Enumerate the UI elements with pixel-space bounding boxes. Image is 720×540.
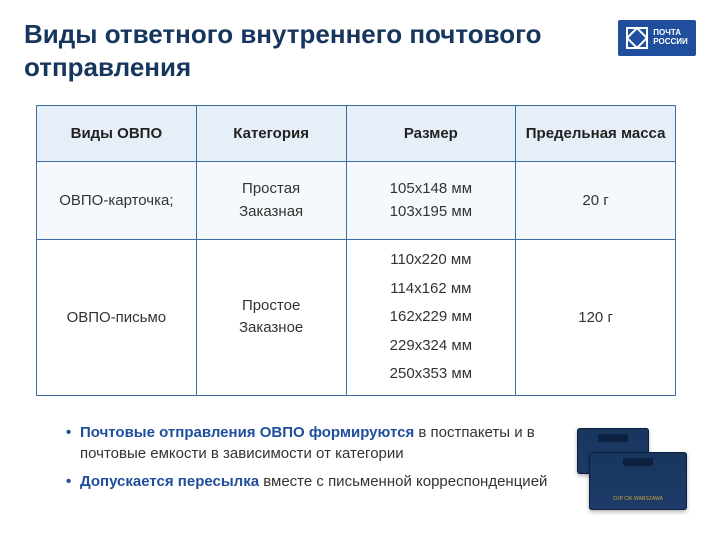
cell-type: ОВПО-письмо [37, 240, 197, 396]
cell-category: Простая Заказная [196, 162, 346, 240]
col-mass: Предельная масса [516, 106, 676, 162]
ovpo-table: Виды ОВПО Категория Размер Предельная ма… [36, 105, 676, 396]
logo-line2: РОССИИ [653, 38, 688, 47]
postal-container-body: OJP CIK WARSZAWA [589, 452, 687, 510]
cell-type: ОВПО-карточка; [37, 162, 197, 240]
note-item: Допускается пересылка вместе с письменно… [66, 471, 586, 493]
col-type: Виды ОВПО [37, 106, 197, 162]
cell-mass: 20 г [516, 162, 676, 240]
cell-category: Простое Заказное [196, 240, 346, 396]
logo-icon [626, 27, 648, 49]
pochta-rossii-logo: ПОЧТА РОССИИ [618, 20, 696, 56]
table-row: ОВПО-письмо Простое Заказное 110х220 мм … [37, 240, 676, 396]
col-category: Категория [196, 106, 346, 162]
notes-list: Почтовые отправления ОВПО формируются в … [26, 422, 586, 493]
note-rest: вместе с письменной корреспонденцией [259, 473, 547, 490]
cell-mass: 120 г [516, 240, 676, 396]
postal-container-label: OJP CIK WARSZAWA [613, 496, 663, 502]
note-highlight: Почтовые отправления ОВПО формируются [80, 424, 414, 441]
table-header-row: Виды ОВПО Категория Размер Предельная ма… [37, 106, 676, 162]
cell-size: 105х148 мм 103х195 мм [346, 162, 516, 240]
logo-text: ПОЧТА РОССИИ [653, 29, 688, 47]
note-item: Почтовые отправления ОВПО формируются в … [66, 422, 586, 466]
table-row: ОВПО-карточка; Простая Заказная 105х148 … [37, 162, 676, 240]
cell-size: 110х220 мм 114х162 мм 162х229 мм 229х324… [346, 240, 516, 396]
col-size: Размер [346, 106, 516, 162]
note-highlight: Допускается пересылка [80, 473, 259, 490]
page-title: Виды ответного внутреннего почтового отп… [0, 0, 580, 91]
postal-container-icon: OJP CIK WARSZAWA [577, 420, 692, 510]
